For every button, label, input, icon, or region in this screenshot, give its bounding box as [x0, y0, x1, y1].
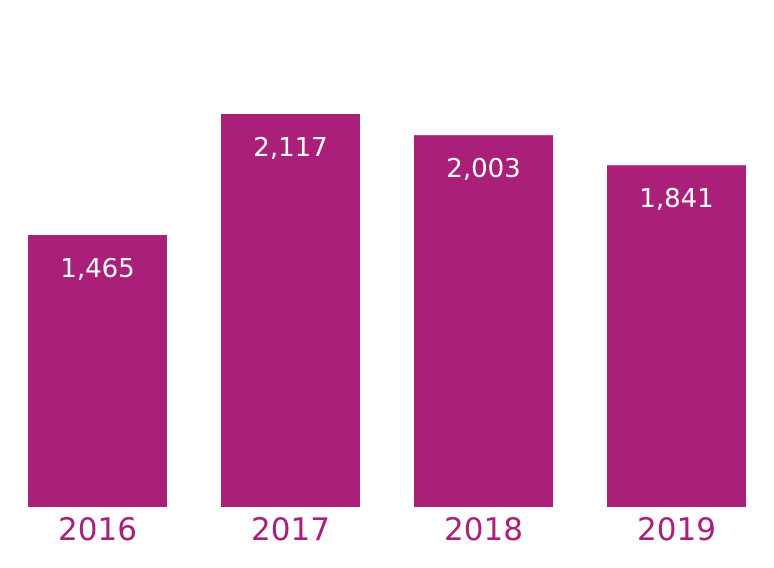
value-label-2018: 2,003	[446, 154, 520, 184]
bar-2019	[607, 165, 746, 508]
x-tick-label-2016: 2016	[58, 512, 137, 548]
bars-group	[28, 114, 746, 508]
x-axis-ticks: 2016 2017 2018 2019	[58, 512, 716, 548]
bar-2016	[28, 235, 167, 507]
bar-2017	[221, 114, 360, 507]
x-tick-label-2019: 2019	[637, 512, 716, 548]
value-label-2017: 2,117	[253, 133, 327, 163]
value-labels-group: 1,465 2,117 2,003 1,841	[60, 133, 713, 284]
x-tick-label-2017: 2017	[251, 512, 330, 548]
value-label-2016: 1,465	[60, 254, 134, 284]
bar-2018	[414, 135, 553, 507]
value-label-2019: 1,841	[639, 184, 713, 214]
x-tick-label-2018: 2018	[444, 512, 523, 548]
